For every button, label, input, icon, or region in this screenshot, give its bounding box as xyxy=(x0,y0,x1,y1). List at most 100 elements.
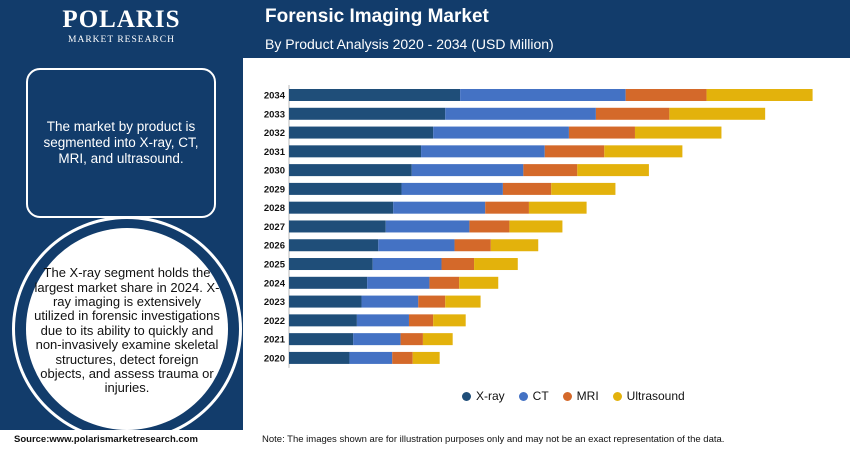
bar-mri-2033 xyxy=(595,107,670,120)
y-tick-label: 2034 xyxy=(264,91,286,102)
segment-info-text: The market by product is segmented into … xyxy=(43,119,199,166)
legend-label: Ultrasound xyxy=(626,389,685,403)
source-text: Source:www.polarismarketresearch.com xyxy=(14,434,198,445)
bar-xray-2022 xyxy=(289,314,357,327)
y-tick-label: 2030 xyxy=(264,166,285,177)
bar-xray-2026 xyxy=(289,239,379,252)
bar-xray-2029 xyxy=(289,182,402,195)
chart-subtitle: By Product Analysis 2020 - 2034 (USD Mil… xyxy=(265,36,554,52)
y-tick-label: 2032 xyxy=(264,128,285,139)
bar-mri-2034 xyxy=(625,89,707,101)
bar-xray-2020 xyxy=(289,351,350,364)
bar-mri-2031 xyxy=(544,145,605,158)
y-tick-label: 2021 xyxy=(264,335,286,346)
bar-ct-2030 xyxy=(411,164,524,177)
segment-info-box: The market by product is segmented into … xyxy=(26,68,216,218)
bar-ultrasound-2022 xyxy=(433,314,466,327)
legend-dot-icon xyxy=(518,391,528,401)
y-tick-label: 2028 xyxy=(264,203,285,214)
legend-dot-icon xyxy=(462,391,471,401)
legend-dot-icon xyxy=(612,391,622,401)
bar-mri-2028 xyxy=(485,201,529,214)
chart-legend: X-ray CT MRI Ultrasound xyxy=(462,389,685,403)
y-tick-label: 2026 xyxy=(264,241,285,252)
bar-mri-2030 xyxy=(523,164,578,177)
legend-item-ct: CT xyxy=(518,389,549,403)
bar-ct-2031 xyxy=(421,145,545,158)
bar-ct-2020 xyxy=(349,351,393,364)
bar-xray-2025 xyxy=(289,258,373,271)
y-tick-label: 2031 xyxy=(264,147,286,158)
bar-ultrasound-2025 xyxy=(474,258,518,271)
bar-ct-2033 xyxy=(445,107,596,120)
footer xyxy=(0,430,850,451)
bar-ct-2022 xyxy=(356,314,409,327)
bar-mri-2025 xyxy=(441,258,475,271)
bar-ultrasound-2033 xyxy=(669,107,766,120)
chart-title: Forensic Imaging Market xyxy=(265,6,489,27)
bar-xray-2034 xyxy=(289,89,461,101)
stacked-bar-chart: 2034 2033 2032 2031 2030 2029 2028 2027 2026 2025… xyxy=(264,85,813,368)
bar-ultrasound-2024 xyxy=(459,276,499,289)
legend-label: MRI xyxy=(576,389,599,403)
bar-ultrasound-2034 xyxy=(706,89,813,101)
bar-xray-2023 xyxy=(289,295,362,308)
bar-ultrasound-2030 xyxy=(577,164,649,177)
brand-tagline: MARKET RESEARCH xyxy=(68,35,175,45)
bar-ultrasound-2028 xyxy=(528,201,587,214)
bar-mri-2032 xyxy=(568,126,635,139)
y-tick-label: 2029 xyxy=(264,184,285,195)
legend-dot-icon xyxy=(562,391,572,401)
bar-ct-2024 xyxy=(367,276,430,289)
bar-ct-2021 xyxy=(353,333,401,346)
bar-ultrasound-2032 xyxy=(634,126,722,139)
y-tick-label: 2027 xyxy=(264,222,285,233)
bar-mri-2027 xyxy=(469,220,510,233)
y-tick-label: 2022 xyxy=(264,316,285,327)
bar-ct-2025 xyxy=(372,258,442,271)
header-bar xyxy=(243,0,850,58)
bar-mri-2024 xyxy=(429,276,460,289)
bar-mri-2023 xyxy=(418,295,446,308)
legend-label: CT xyxy=(532,389,549,403)
bar-ct-2023 xyxy=(361,295,419,308)
legend-item-xray: X-ray xyxy=(462,389,505,403)
bar-xray-2030 xyxy=(289,164,412,177)
insight-text: The X-ray segment holds the largest mark… xyxy=(34,265,220,396)
bar-ct-2028 xyxy=(393,201,486,214)
brand-name: POLARIS xyxy=(62,6,181,33)
bar-mri-2021 xyxy=(400,333,423,346)
bar-xray-2033 xyxy=(289,107,446,120)
bar-xray-2028 xyxy=(289,201,394,214)
bar-ct-2026 xyxy=(378,239,455,252)
y-tick-label: 2024 xyxy=(264,278,286,289)
insight-circle: The X-ray segment holds the largest mark… xyxy=(26,228,228,430)
legend-label: X-ray xyxy=(476,389,505,403)
bar-ultrasound-2027 xyxy=(509,220,563,233)
bar-ct-2032 xyxy=(433,126,569,139)
bar-xray-2021 xyxy=(289,333,354,346)
bar-ultrasound-2026 xyxy=(490,239,539,252)
bar-ct-2034 xyxy=(460,89,626,101)
legend-item-mri: MRI xyxy=(562,389,599,403)
y-tick-label: 2033 xyxy=(264,109,285,120)
brand-logo: POLARIS MARKET RESEARCH xyxy=(0,6,243,46)
bar-ultrasound-2020 xyxy=(412,351,440,364)
bar-xray-2027 xyxy=(289,220,386,233)
bar-ct-2029 xyxy=(401,182,503,195)
bar-xray-2031 xyxy=(289,145,422,158)
legend-item-ultrasound: Ultrasound xyxy=(612,389,685,403)
bar-ultrasound-2031 xyxy=(604,145,683,158)
bar-ct-2027 xyxy=(385,220,470,233)
bar-mri-2020 xyxy=(392,351,413,364)
disclaimer-note: Note: The images shown are for illustrat… xyxy=(262,434,725,445)
bar-xray-2032 xyxy=(289,126,434,139)
bar-xray-2024 xyxy=(289,276,368,289)
bar-ultrasound-2029 xyxy=(551,182,616,195)
bar-ultrasound-2021 xyxy=(422,333,453,346)
bar-mri-2026 xyxy=(454,239,491,252)
bar-mri-2029 xyxy=(502,182,552,195)
bar-mri-2022 xyxy=(408,314,434,327)
y-tick-label: 2025 xyxy=(264,260,286,271)
y-tick-label: 2023 xyxy=(264,297,285,308)
